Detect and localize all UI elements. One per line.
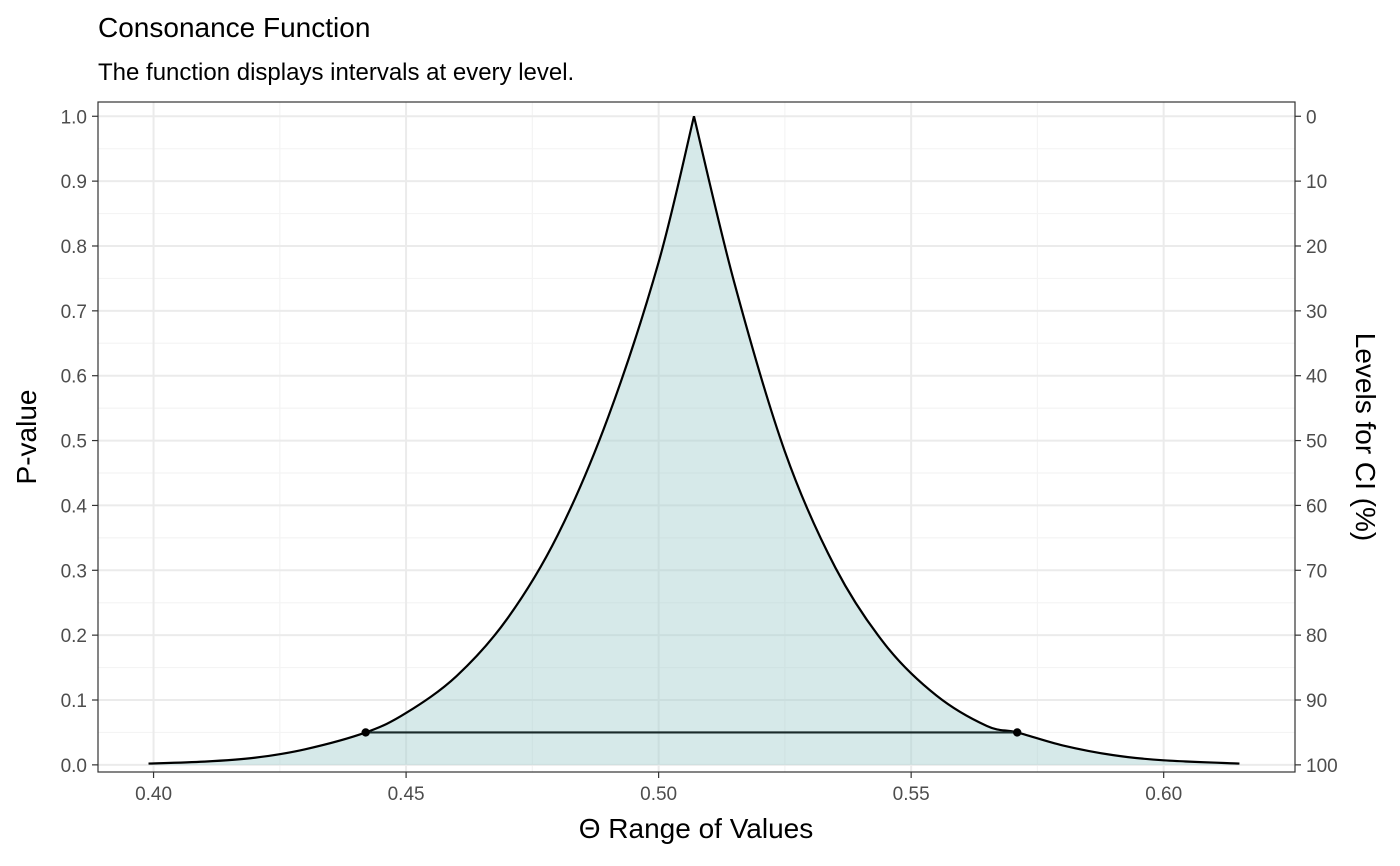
x-tick-label: 0.40 <box>135 784 172 805</box>
chart-title: Consonance Function <box>98 12 370 43</box>
y-tick-label: 0.5 <box>61 432 87 453</box>
y2-tick-label: 20 <box>1306 237 1327 258</box>
y2-tick-label: 30 <box>1306 302 1327 323</box>
y-tick-label: 0.0 <box>61 756 87 777</box>
interval-point-low <box>361 728 370 737</box>
chart-subtitle: The function displays intervals at every… <box>98 59 574 86</box>
y-tick-label: 1.0 <box>61 107 87 128</box>
y-tick-label: 0.2 <box>61 626 87 647</box>
y2-axis-title: Levels for CI (%) <box>1350 333 1381 542</box>
grid-lines <box>98 102 1295 772</box>
y-tick-label: 0.3 <box>61 561 87 582</box>
y-tick-label: 0.1 <box>61 691 87 712</box>
y-axis-title: P-value <box>11 390 42 485</box>
y2-tick-label: 10 <box>1306 172 1327 193</box>
x-axis-title: Θ Range of Values <box>579 813 814 844</box>
consonance-area <box>148 116 1240 765</box>
y2-tick-label: 50 <box>1306 432 1327 453</box>
panel-border <box>97 101 1296 773</box>
data-layer <box>148 116 1240 765</box>
y2-tick-label: 60 <box>1306 496 1327 517</box>
x-tick-label: 0.60 <box>1145 784 1182 805</box>
y2-tick-label: 0 <box>1306 107 1317 128</box>
y2-tick-label: 40 <box>1306 367 1327 388</box>
x-tick-label: 0.50 <box>640 784 677 805</box>
y-tick-label: 0.8 <box>61 237 87 258</box>
y-tick-label: 0.4 <box>61 496 88 517</box>
y2-tick-label: 70 <box>1306 561 1327 582</box>
y-tick-label: 0.9 <box>61 172 87 193</box>
axes: 0.40 0.45 0.50 0.55 0.600.00.10.20.30.40.50.… <box>61 107 1338 805</box>
y-tick-label: 0.7 <box>61 302 87 323</box>
y2-tick-label: 90 <box>1306 691 1327 712</box>
y2-tick-label: 100 <box>1306 756 1338 777</box>
interval-point-high <box>1013 728 1022 737</box>
y2-tick-label: 80 <box>1306 626 1327 647</box>
x-tick-label: 0.55 <box>893 784 930 805</box>
x-tick-label: 0.45 <box>388 784 425 805</box>
y-tick-label: 0.6 <box>61 367 87 388</box>
